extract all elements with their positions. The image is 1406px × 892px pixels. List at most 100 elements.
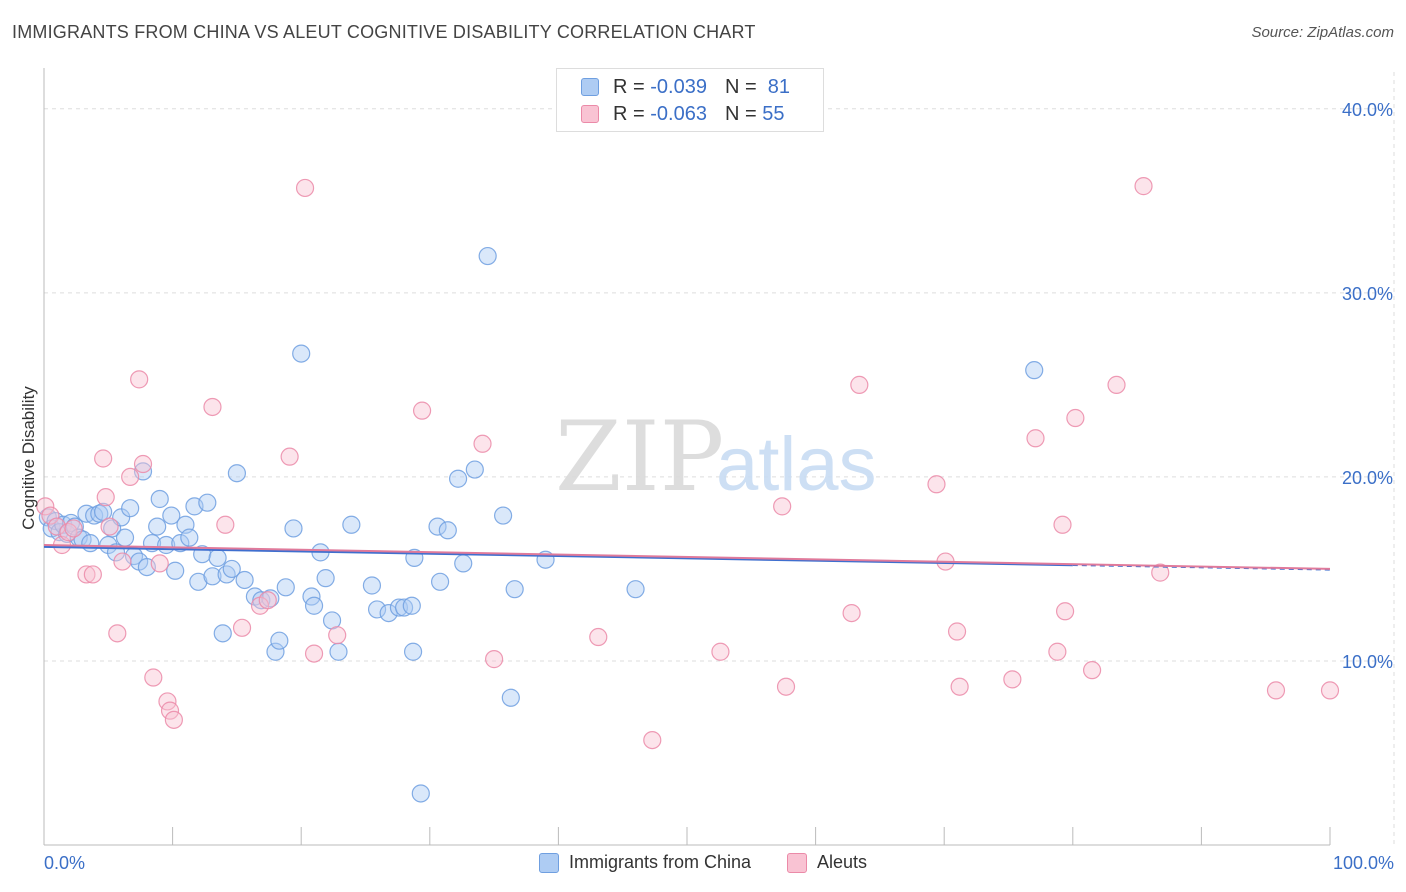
aleut-point — [94, 449, 113, 468]
aleut-point — [328, 626, 347, 645]
aleut-point — [485, 650, 504, 669]
china-point — [292, 344, 311, 363]
china-point — [180, 528, 199, 547]
legend-n-value-china: 81 — [767, 75, 791, 98]
china-point — [478, 246, 497, 266]
aleut-point — [232, 618, 252, 637]
aleut-point — [473, 434, 492, 453]
legend-n-label: N = — [724, 75, 757, 98]
china-point — [121, 499, 140, 518]
china-point — [428, 517, 447, 536]
china-point — [189, 572, 208, 591]
bottom-legend-label-aleuts: Aleuts — [817, 852, 868, 872]
aleut-point — [150, 554, 169, 573]
china-point — [438, 521, 457, 540]
trend-lines — [43, 544, 1331, 571]
china-point — [342, 515, 361, 534]
aleut-point — [41, 506, 60, 525]
aleut-point — [160, 701, 180, 720]
aleut-point — [850, 375, 869, 394]
aleut-point — [133, 454, 153, 474]
y-tick-label: 10.0% — [1342, 652, 1393, 672]
aleut-point — [130, 370, 149, 389]
aleut-point — [1055, 602, 1075, 621]
aleut-point — [295, 178, 315, 198]
aleut-point — [1026, 429, 1045, 448]
legend-n-label: N = — [724, 102, 757, 125]
china-point — [213, 624, 232, 643]
chart-title: IMMIGRANTS FROM CHINA VS ALEUT COGNITIVE… — [12, 22, 756, 42]
aleut-point — [950, 677, 969, 696]
aleut-trend-line — [43, 544, 1331, 570]
china-point — [448, 469, 468, 488]
data-points — [36, 177, 1340, 803]
aleut-point — [1107, 375, 1126, 394]
legend-n-value-aleuts: 55 — [762, 102, 785, 125]
aleut-point — [216, 515, 235, 534]
china-point — [81, 534, 100, 553]
aleut-point — [1320, 681, 1340, 700]
aleut-point — [776, 677, 796, 696]
aleut-point — [1003, 670, 1022, 689]
aleut-point — [1053, 515, 1072, 534]
china-point — [362, 576, 382, 595]
watermark-zip: ZIP — [555, 401, 724, 513]
china-point — [367, 600, 387, 619]
china-point — [454, 554, 473, 573]
aleut-point — [1134, 177, 1153, 196]
china-point — [227, 464, 246, 483]
bottom-legend-item-aleuts: Aleuts — [787, 852, 867, 873]
y-tick-label: 20.0% — [1342, 468, 1393, 488]
aleut-point — [711, 642, 730, 661]
aleut-point — [1048, 642, 1067, 661]
legend-r-value-china: -0.039 — [650, 75, 707, 98]
aleut-point — [64, 519, 83, 538]
aleut-point — [113, 552, 132, 571]
legend-swatch-china — [581, 78, 599, 96]
bottom-legend-swatch-china — [538, 852, 559, 873]
y-tick-label: 40.0% — [1342, 100, 1393, 120]
china-point — [270, 631, 289, 650]
bottom-legend-item-china: Immigrants from China — [538, 852, 751, 873]
y-axis-label: Cognitive Disability — [19, 386, 38, 530]
aleut-point — [203, 397, 222, 417]
legend-r-label: R = — [613, 102, 645, 125]
china-point — [261, 589, 280, 608]
china-point — [329, 642, 348, 661]
x-tick-label-max: 100.0% — [1333, 853, 1394, 873]
aleut-point — [412, 401, 432, 420]
axes — [43, 68, 1331, 846]
legend-row-aleuts: R = -0.063 N = 55 — [581, 102, 784, 126]
china-point — [494, 506, 513, 525]
china-point — [150, 489, 169, 509]
china-point — [284, 519, 303, 538]
china-point — [411, 784, 430, 803]
legend: R = -0.039 N = 81 R = -0.063 N = 55 — [556, 68, 824, 132]
aleut-point — [77, 565, 96, 584]
watermark-atlas: atlas — [716, 422, 877, 507]
china-point — [166, 561, 185, 580]
china-point — [430, 572, 450, 591]
china-point — [402, 596, 421, 615]
china-point — [148, 517, 167, 536]
y-tick-label: 30.0% — [1342, 284, 1393, 304]
china-point — [217, 565, 236, 584]
aleut-point — [773, 497, 792, 516]
aleut-point — [842, 603, 861, 623]
china-trend-line — [43, 545, 1073, 567]
china-point — [222, 559, 241, 579]
china-point — [505, 580, 524, 599]
bottom-legend: Immigrants from China Aleuts — [0, 852, 1406, 873]
aleut-point — [643, 730, 662, 750]
aleut-point — [280, 447, 299, 466]
china-point — [276, 578, 295, 597]
aleut-point — [83, 565, 102, 584]
legend-row-china: R = -0.039 N = 81 — [581, 75, 790, 99]
china-point — [198, 493, 217, 512]
y-tick-labels: 10.0% 20.0% 30.0% 40.0% — [1342, 100, 1393, 672]
aleut-point — [36, 497, 55, 516]
aleut-point — [144, 668, 163, 687]
legend-r-label: R = — [613, 75, 645, 98]
china-point — [626, 580, 645, 599]
